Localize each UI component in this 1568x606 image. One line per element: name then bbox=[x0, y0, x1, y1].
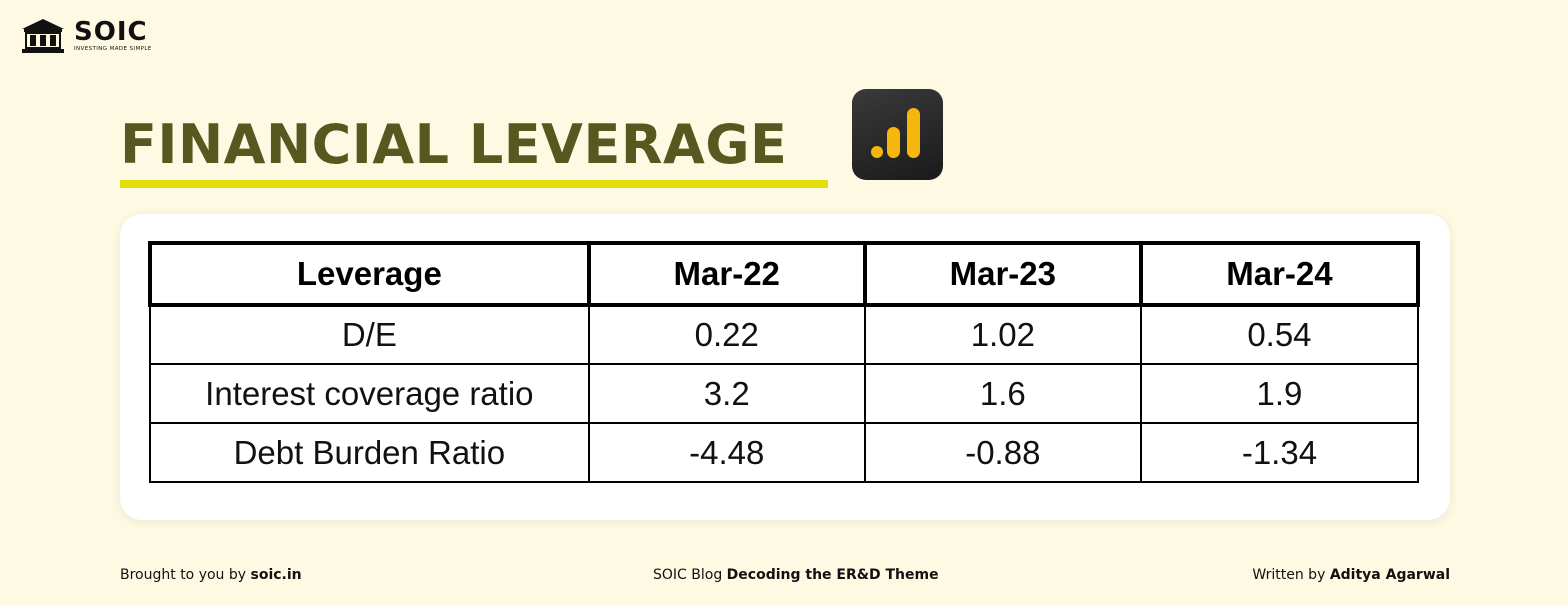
row-label: Interest coverage ratio bbox=[149, 363, 590, 424]
bar-chart-icon bbox=[852, 89, 943, 180]
footer-left-prefix: Brought to you by bbox=[120, 567, 247, 583]
header-leverage: Leverage bbox=[148, 241, 591, 307]
cell-value: 1.6 bbox=[863, 363, 1142, 424]
row-label: Debt Burden Ratio bbox=[149, 422, 590, 483]
footer-center-prefix: SOIC Blog bbox=[653, 567, 723, 583]
cell-value: -0.88 bbox=[863, 422, 1142, 483]
header-mar-23: Mar-23 bbox=[862, 241, 1143, 307]
footer-credit: Brought to you by soic.in bbox=[120, 567, 302, 583]
table-row: Interest coverage ratio 3.2 1.6 1.9 bbox=[149, 363, 1420, 424]
footer-right-prefix: Written by bbox=[1252, 567, 1326, 583]
cell-value: 3.2 bbox=[587, 363, 866, 424]
cell-value: 1.9 bbox=[1139, 363, 1420, 424]
header-mar-22: Mar-22 bbox=[586, 241, 867, 307]
bank-building-icon bbox=[22, 19, 64, 53]
brand-logo: SOIC INVESTING MADE SIMPLE bbox=[20, 18, 152, 54]
footer-blog: SOIC Blog Decoding the ER&D Theme bbox=[653, 567, 939, 583]
page-title: FINANCIAL LEVERAGE bbox=[120, 113, 788, 176]
title-underline bbox=[120, 180, 828, 188]
cell-value: 1.02 bbox=[863, 304, 1142, 365]
table-row: Debt Burden Ratio -4.48 -0.88 -1.34 bbox=[149, 422, 1420, 483]
footer-author-name: Aditya Agarwal bbox=[1329, 567, 1450, 583]
brand-tagline: INVESTING MADE SIMPLE bbox=[74, 46, 152, 53]
table-header-row: Leverage Mar-22 Mar-23 Mar-24 bbox=[148, 241, 1421, 307]
cell-value: -4.48 bbox=[587, 422, 866, 483]
cell-value: 0.22 bbox=[587, 304, 866, 365]
leverage-table: Leverage Mar-22 Mar-23 Mar-24 D/E 0.22 1… bbox=[148, 241, 1421, 483]
footer-blog-title: Decoding the ER&D Theme bbox=[726, 567, 939, 583]
footer-site-link[interactable]: soic.in bbox=[250, 567, 302, 583]
footer-author: Written by Aditya Agarwal bbox=[1252, 567, 1450, 583]
cell-value: -1.34 bbox=[1139, 422, 1420, 483]
header-mar-24: Mar-24 bbox=[1138, 241, 1421, 307]
row-label: D/E bbox=[149, 304, 590, 365]
cell-value: 0.54 bbox=[1139, 304, 1420, 365]
table-row: D/E 0.22 1.02 0.54 bbox=[149, 304, 1420, 365]
brand-name: SOIC bbox=[74, 17, 148, 48]
